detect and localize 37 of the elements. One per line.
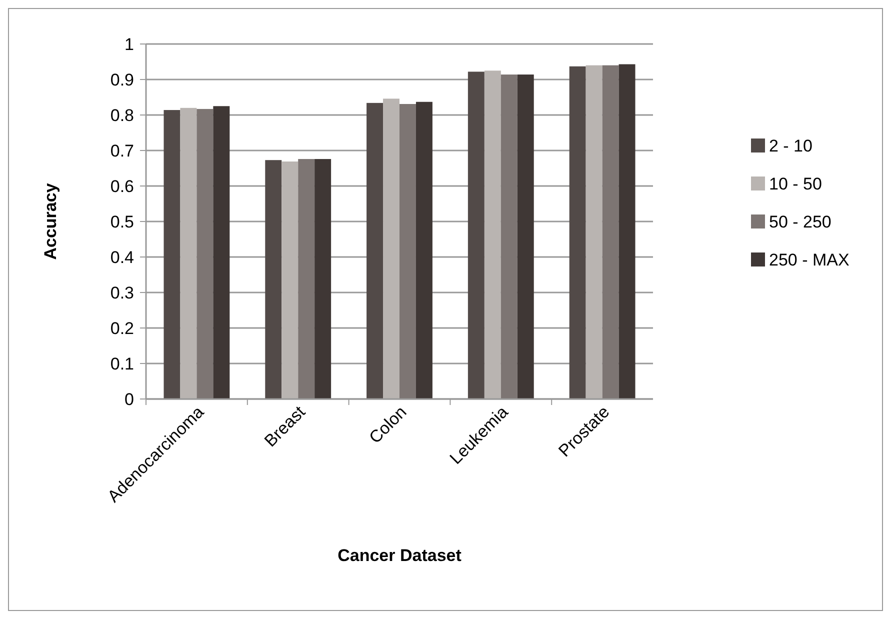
y-tick-label: 0.8 <box>110 106 134 125</box>
y-axis-title: Accuracy <box>41 182 60 260</box>
bar <box>265 160 282 399</box>
y-tick-label: 1 <box>124 34 134 54</box>
legend-label: 2 - 10 <box>769 136 812 156</box>
bar <box>602 65 619 399</box>
bar <box>569 66 586 399</box>
bar <box>383 98 400 399</box>
legend-label: 250 - MAX <box>769 250 850 270</box>
bar <box>400 104 416 399</box>
bar <box>484 70 501 399</box>
bar <box>180 108 197 399</box>
bar <box>618 64 636 399</box>
bar <box>416 102 432 399</box>
bar <box>586 65 602 399</box>
bar <box>298 159 315 399</box>
legend-label: 50 - 250 <box>769 212 832 232</box>
y-tick-label: 0 <box>124 390 134 409</box>
y-tick-label: 0.1 <box>110 354 134 374</box>
y-tick-label: 0.2 <box>110 318 134 338</box>
bar <box>164 110 180 399</box>
bar <box>500 74 518 399</box>
y-tick-label: 0.4 <box>110 248 134 267</box>
y-tick-label: 0.6 <box>110 176 134 196</box>
y-tick-label: 0.3 <box>110 283 134 302</box>
y-tick-label: 0.5 <box>110 212 134 232</box>
bar <box>196 108 214 399</box>
bar <box>213 106 230 399</box>
legend-label: 10 - 50 <box>769 174 822 194</box>
y-tick-label: 0.9 <box>110 70 134 90</box>
bar <box>282 162 298 399</box>
bar <box>366 102 384 399</box>
x-axis-title: Cancer Dataset <box>338 546 462 565</box>
bar <box>314 159 332 399</box>
y-tick-label: 0.7 <box>110 141 134 160</box>
bar <box>468 72 484 399</box>
bar <box>517 74 534 399</box>
